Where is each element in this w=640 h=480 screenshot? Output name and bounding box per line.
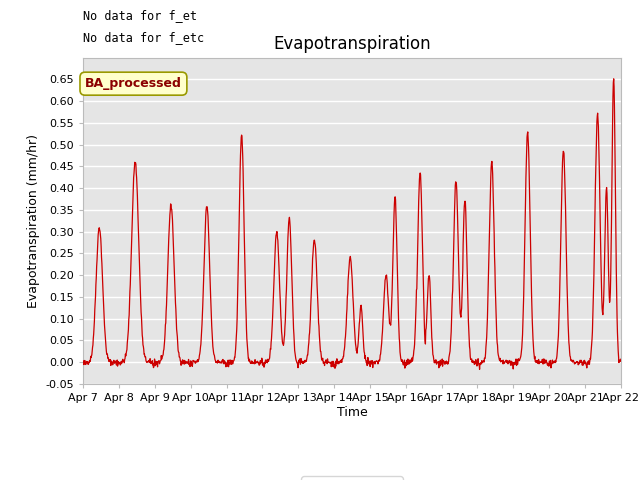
- Text: BA_processed: BA_processed: [85, 77, 182, 90]
- Title: Evapotranspiration: Evapotranspiration: [273, 35, 431, 53]
- Text: No data for f_et: No data for f_et: [83, 9, 197, 22]
- Legend: ET-Tower: ET-Tower: [301, 476, 403, 480]
- Y-axis label: Evapotranspiration (mm/hr): Evapotranspiration (mm/hr): [27, 134, 40, 308]
- Text: No data for f_etc: No data for f_etc: [83, 32, 204, 45]
- X-axis label: Time: Time: [337, 406, 367, 419]
